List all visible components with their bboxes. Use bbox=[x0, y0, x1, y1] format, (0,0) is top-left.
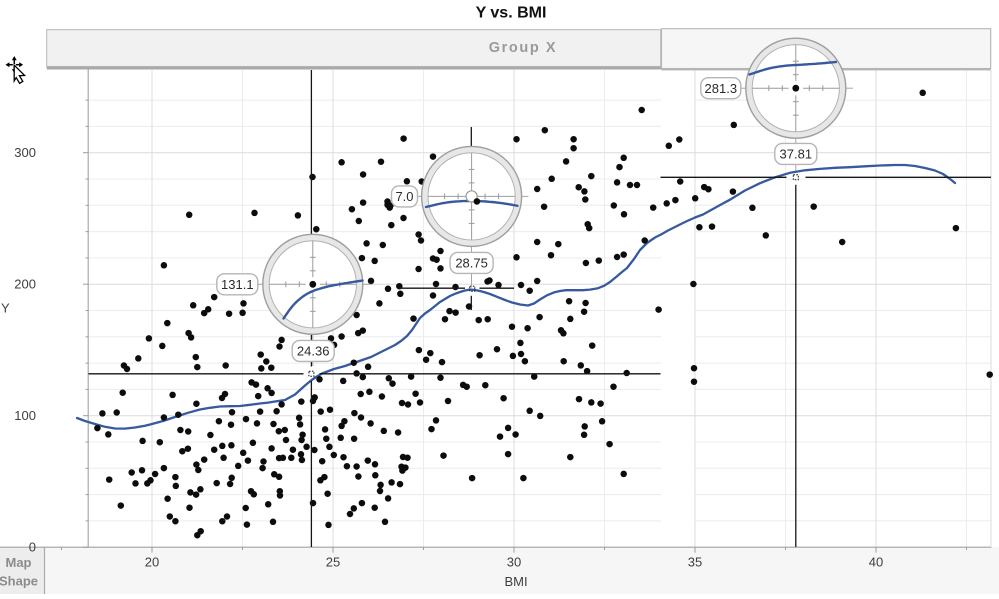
svg-text:100: 100 bbox=[14, 408, 36, 423]
svg-text:BMI: BMI bbox=[504, 574, 527, 589]
svg-text:35: 35 bbox=[688, 555, 702, 570]
svg-text:Group X: Group X bbox=[489, 40, 557, 56]
svg-text:Y vs. BMI: Y vs. BMI bbox=[476, 5, 547, 22]
svg-text:0: 0 bbox=[29, 540, 36, 555]
svg-text:7.0: 7.0 bbox=[395, 189, 413, 204]
svg-text:28.75: 28.75 bbox=[455, 256, 488, 271]
svg-text:281.3: 281.3 bbox=[705, 81, 738, 96]
svg-text:40: 40 bbox=[869, 555, 883, 570]
svg-text:30: 30 bbox=[507, 555, 521, 570]
svg-text:20: 20 bbox=[145, 555, 159, 570]
svg-text:24.36: 24.36 bbox=[297, 344, 330, 359]
svg-text:Y: Y bbox=[1, 301, 10, 316]
svg-text:Map: Map bbox=[6, 555, 32, 570]
svg-text:25: 25 bbox=[326, 555, 340, 570]
svg-text:200: 200 bbox=[14, 277, 36, 292]
svg-text:Shape: Shape bbox=[0, 574, 38, 589]
svg-text:300: 300 bbox=[14, 145, 36, 160]
svg-text:131.1: 131.1 bbox=[221, 277, 254, 292]
svg-text:37.81: 37.81 bbox=[780, 147, 813, 162]
